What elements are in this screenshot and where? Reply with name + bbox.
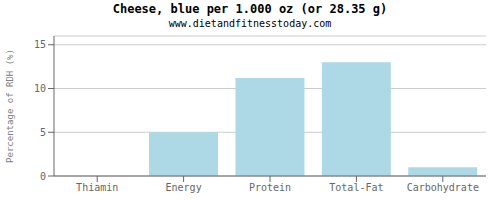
svg-text:0: 0 <box>40 171 46 182</box>
html-text:www.dietandfitnesstoday.com: www.dietandfitnesstoday.com <box>168 18 332 29</box>
svg-text:10: 10 <box>34 83 46 94</box>
svg-text:15: 15 <box>34 39 46 50</box>
html-text:Cheese, blue per 1.000 oz (or: Cheese, blue per 1.000 oz (or 28.35 g) <box>112 2 388 16</box>
svg-text:Protein: Protein <box>249 182 291 193</box>
svg-text:Carbohydrate: Carbohydrate <box>407 182 479 193</box>
svg-text:5: 5 <box>40 127 46 138</box>
svg-text:Percentage of RDH (%): Percentage of RDH (%) <box>8 49 15 163</box>
svg-text:Thiamin: Thiamin <box>76 182 118 193</box>
svg-text:Total-Fat: Total-Fat <box>329 182 383 193</box>
svg-text:Energy: Energy <box>166 182 202 193</box>
